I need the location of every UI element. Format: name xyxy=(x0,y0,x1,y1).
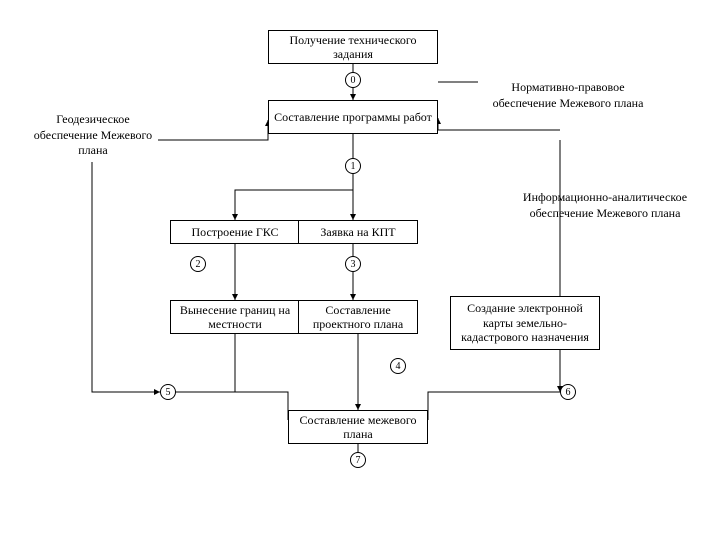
step-circle-6: 6 xyxy=(560,384,576,400)
node-kpt: Заявка на КПТ xyxy=(298,220,418,244)
step-circle-7: 7 xyxy=(350,452,366,468)
label-geodetic: Геодезическое обеспечение Межевого плана xyxy=(28,112,158,159)
node-electronic-map: Создание электронной карты земельно-када… xyxy=(450,296,600,350)
node-boundaries: Вынесение границ на местности xyxy=(170,300,300,334)
label-normative: Нормативно-правовое обеспечение Межевого… xyxy=(478,80,658,111)
step-circle-4: 4 xyxy=(390,358,406,374)
step-circle-2: 2 xyxy=(190,256,206,272)
node-work-program: Составление программы работ xyxy=(268,100,438,134)
step-circle-1: 1 xyxy=(345,158,361,174)
step-circle-3: 3 xyxy=(345,256,361,272)
step-circle-5: 5 xyxy=(160,384,176,400)
step-circle-0: 0 xyxy=(345,72,361,88)
label-analytical: Информационно-аналитическое обеспечение … xyxy=(510,190,700,221)
node-tech-task: Получение технического задания xyxy=(268,30,438,64)
node-project-plan: Составление проектного плана xyxy=(298,300,418,334)
node-boundary-plan: Составление межевого плана xyxy=(288,410,428,444)
node-gks: Построение ГКС xyxy=(170,220,300,244)
